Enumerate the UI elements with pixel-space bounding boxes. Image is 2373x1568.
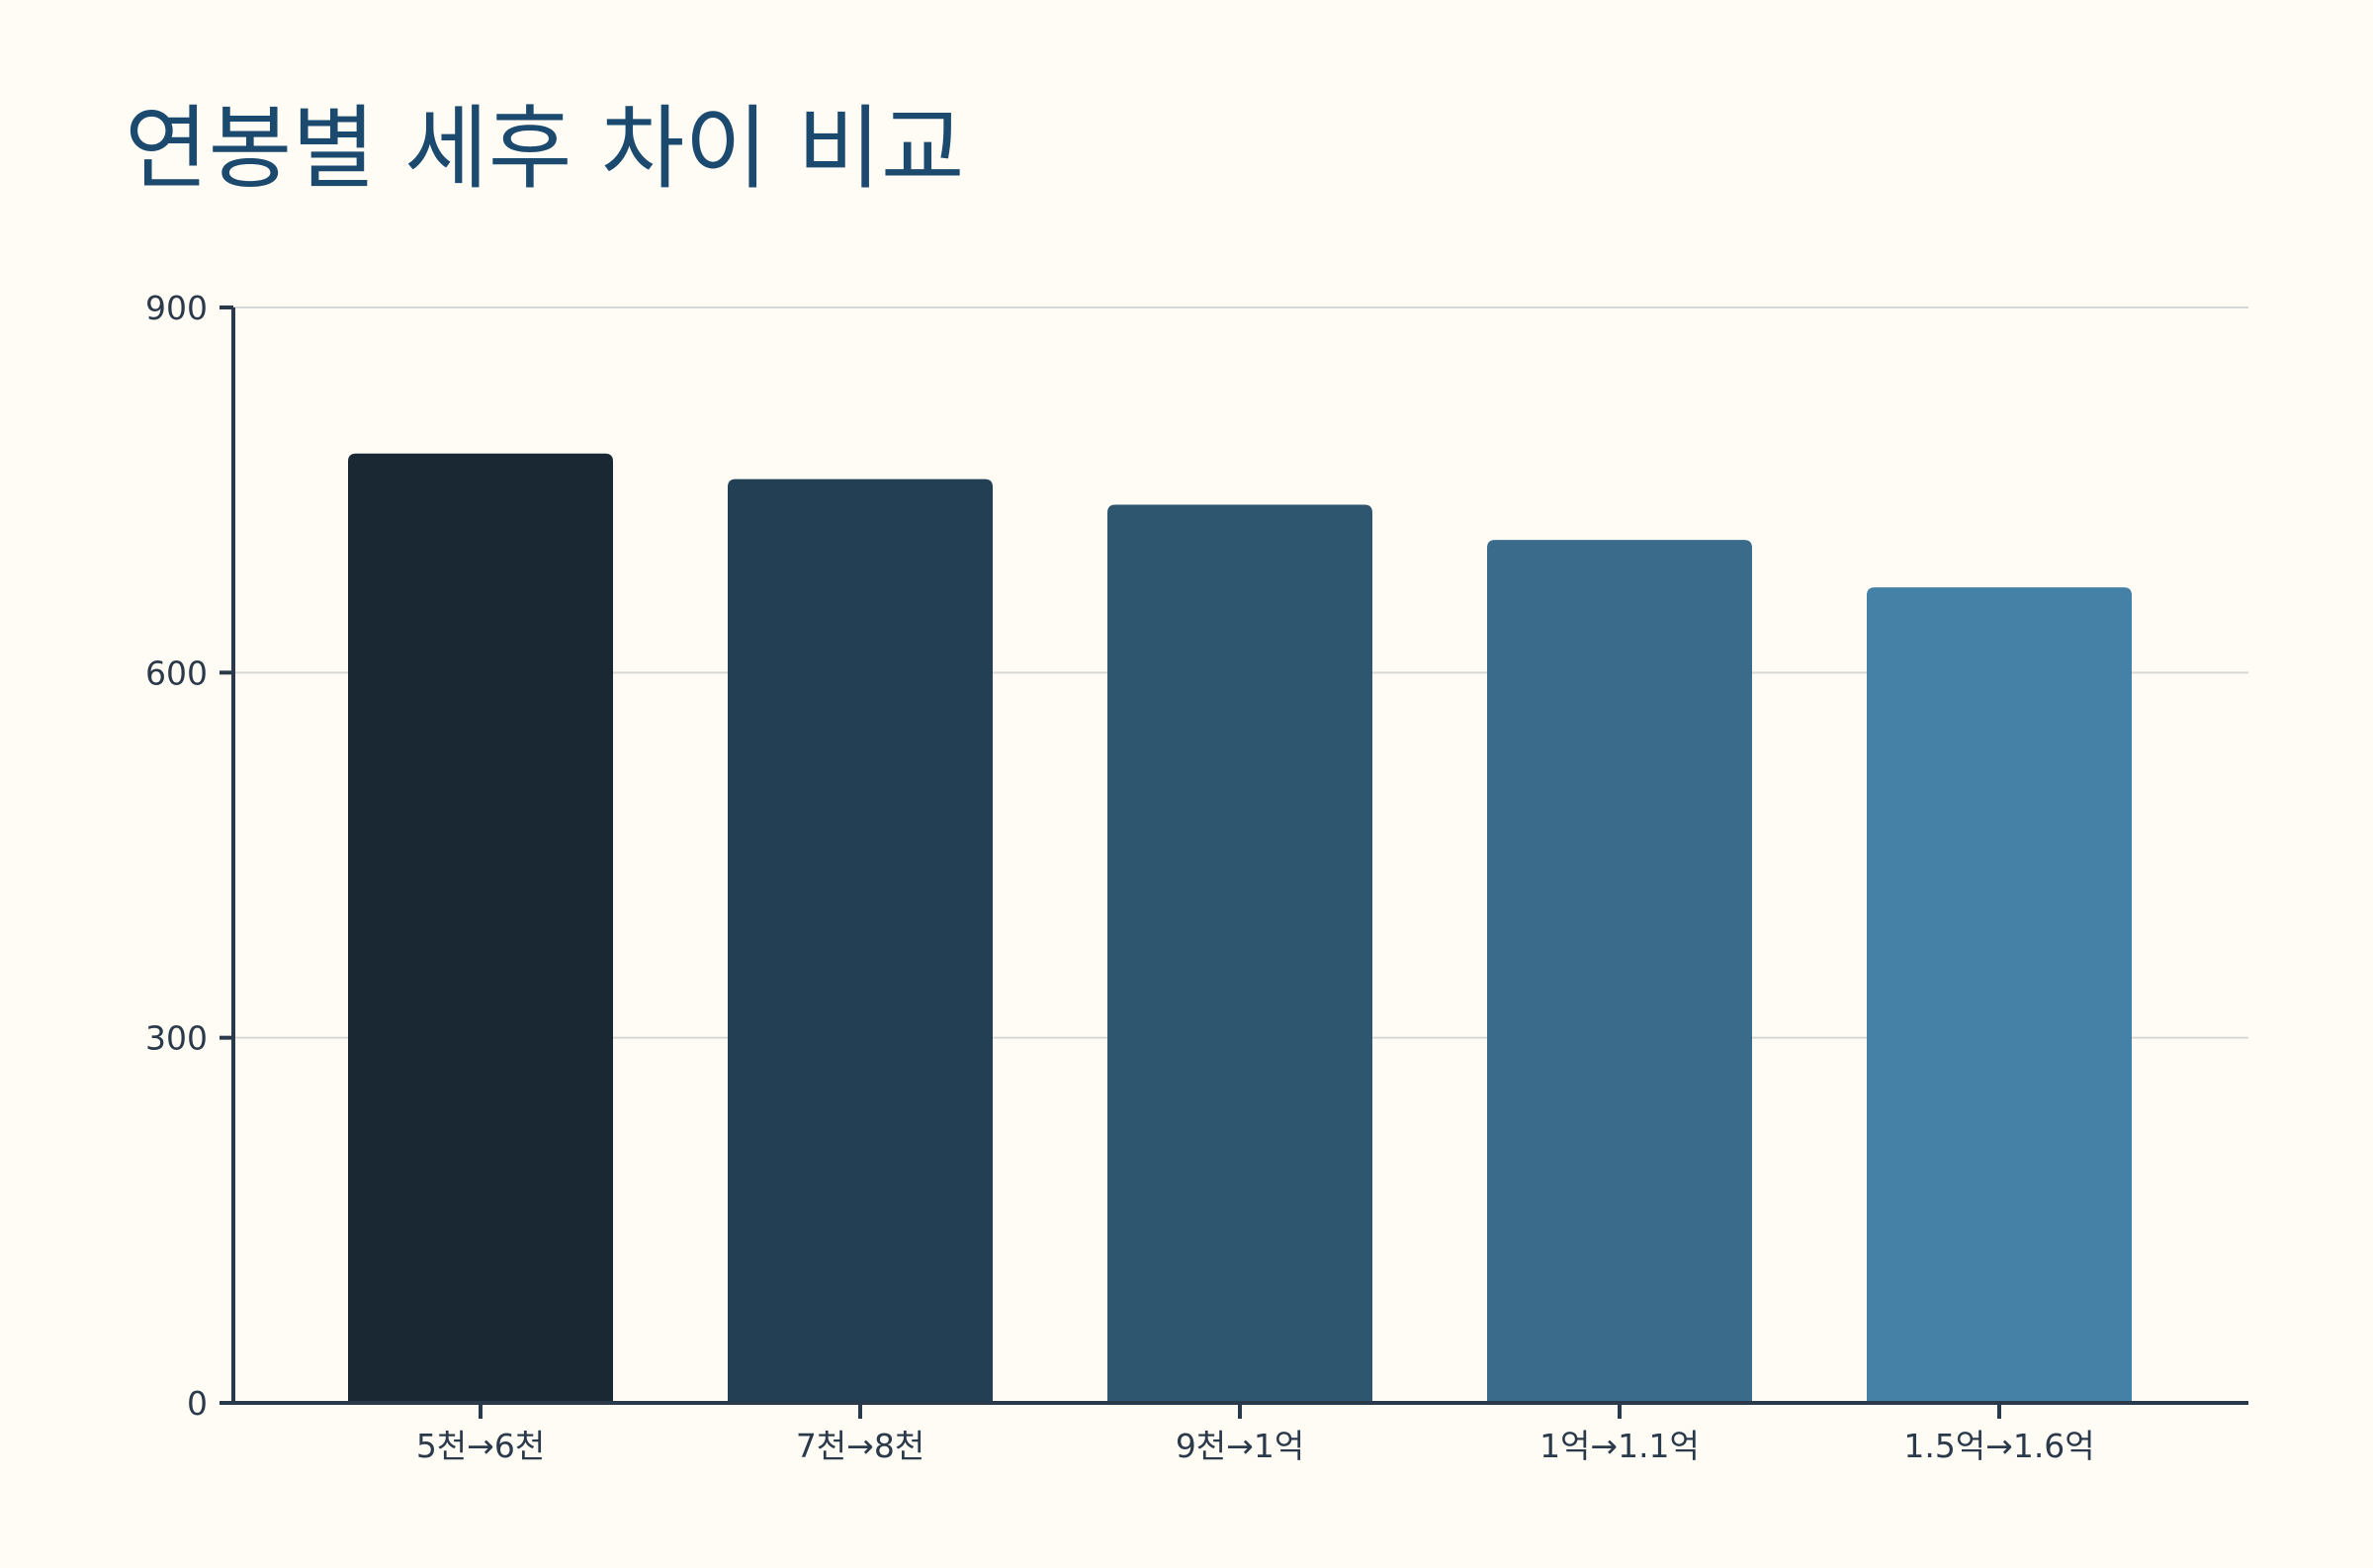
axes — [220, 305, 2248, 1419]
bar — [1867, 587, 2132, 1403]
x-tick-label: 5천→6천 — [416, 1427, 545, 1465]
bars — [348, 453, 2132, 1403]
bar — [348, 453, 613, 1403]
bar — [1107, 504, 1372, 1403]
tick-labels: 0 300 600 900 5천→6천 7천→8천 9천→1억 1억→1.1억 1.5억→1.6… — [145, 289, 2095, 1465]
bar — [1487, 540, 1752, 1403]
x-tick-label: 9천→1억 — [1176, 1427, 1304, 1465]
y-tick-label: 600 — [145, 653, 208, 692]
y-tick-label: 900 — [145, 289, 208, 327]
y-tick-label: 0 — [187, 1384, 208, 1423]
bar — [728, 479, 993, 1403]
y-tick-label: 300 — [145, 1019, 208, 1058]
x-tick-label: 7천→8천 — [796, 1427, 924, 1465]
x-tick-label: 1억→1.1억 — [1539, 1427, 1700, 1465]
x-tick-label: 1.5억→1.6억 — [1903, 1427, 2094, 1465]
chart-title: 연봉별 세후 차이 비교 — [125, 96, 965, 202]
